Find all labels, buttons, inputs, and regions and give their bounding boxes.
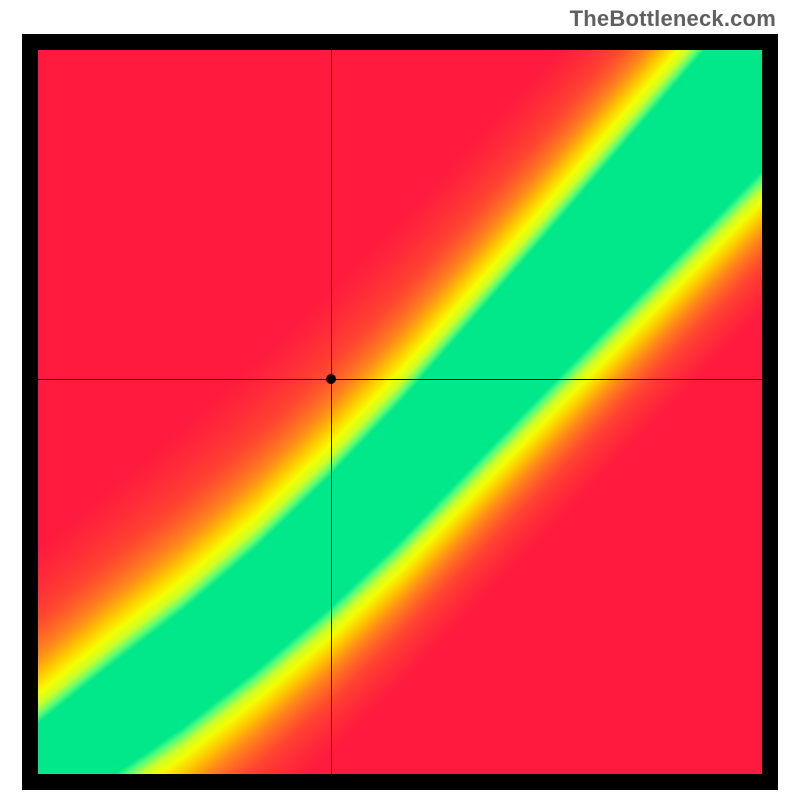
plot-area — [38, 50, 762, 774]
crosshair-vertical — [331, 50, 332, 774]
page-container: TheBottleneck.com — [0, 0, 800, 800]
crosshair-marker — [326, 374, 336, 384]
plot-outer-border — [22, 34, 778, 790]
heatmap-canvas — [38, 50, 762, 774]
attribution-label: TheBottleneck.com — [570, 6, 776, 32]
crosshair-horizontal — [38, 379, 762, 380]
